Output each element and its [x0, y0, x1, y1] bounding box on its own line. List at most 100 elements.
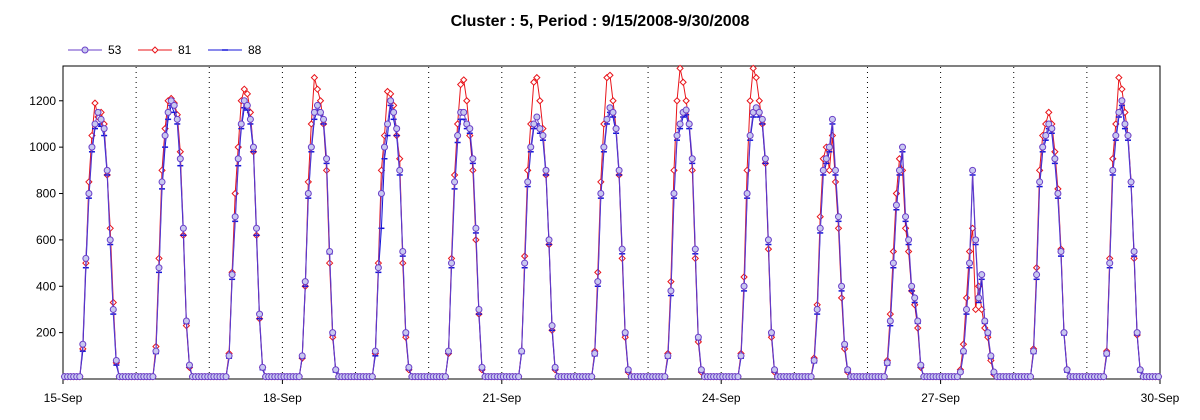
series-53-point	[667, 287, 675, 295]
series-53-point	[396, 166, 404, 174]
series-53-point	[530, 120, 538, 128]
series-53-point	[1033, 271, 1041, 279]
series-81-point	[310, 73, 319, 82]
series-81-point	[752, 73, 760, 82]
series-53-point	[844, 366, 852, 374]
series-53-point	[536, 125, 544, 133]
series-53-point	[478, 363, 486, 371]
series-81-point	[240, 85, 249, 93]
series-53-point	[176, 155, 184, 163]
series-53-point	[91, 120, 99, 128]
series-53-point	[454, 132, 462, 140]
series-81-point	[1118, 85, 1126, 93]
series-53-point	[518, 347, 526, 355]
series-53-point	[329, 329, 337, 337]
series-53-point	[755, 108, 763, 116]
series-81-point	[536, 97, 544, 105]
series-53-point	[112, 356, 120, 364]
series-53-point	[97, 115, 105, 123]
series-53-point	[524, 178, 532, 186]
series-53-point	[594, 278, 602, 286]
series-53-point	[682, 106, 690, 114]
series-53-point	[228, 271, 236, 279]
series-53-point	[838, 282, 846, 290]
series-53-point	[972, 236, 980, 244]
series-53-point	[956, 368, 964, 376]
series-53-point	[767, 329, 775, 337]
series-53-point	[1106, 259, 1114, 267]
series-53-point	[371, 347, 379, 355]
series-53-point	[1115, 108, 1123, 116]
series-53-point	[691, 245, 699, 253]
series-53-point	[475, 305, 483, 313]
series-53-point	[387, 97, 395, 105]
series-53-point	[1026, 373, 1034, 381]
y-tick-label: 400	[36, 279, 56, 293]
series-53-point	[390, 108, 398, 116]
series-53-point	[539, 132, 547, 140]
series-53-point	[1036, 178, 1044, 186]
series-53-point	[313, 101, 321, 109]
series-53-point	[612, 125, 620, 133]
series-81-point	[971, 305, 980, 314]
series-53-point	[231, 213, 239, 221]
legend-label-81: 81	[178, 43, 192, 57]
series-53-point	[740, 282, 748, 290]
series-53-point	[1060, 329, 1068, 337]
series-53-point	[237, 120, 245, 128]
series-81-point	[609, 97, 617, 105]
series-53-point	[609, 108, 617, 116]
series-53-point	[1054, 190, 1062, 198]
series-53-point	[320, 115, 328, 123]
series-53-point	[185, 361, 193, 369]
series-53-point	[688, 155, 696, 163]
series-53-point	[746, 132, 754, 140]
series-53-point	[670, 190, 678, 198]
series-53-point	[307, 143, 315, 151]
series-53-point	[152, 347, 160, 355]
series-53-point	[892, 201, 900, 209]
series-53-point	[1109, 166, 1117, 174]
series-53-point	[810, 356, 818, 364]
series-53-point	[332, 366, 340, 374]
series-53-point	[911, 294, 919, 302]
series-53-point	[966, 259, 974, 267]
series-53-point	[816, 224, 824, 232]
series-53-point	[1133, 329, 1141, 337]
series-53-point	[551, 363, 559, 371]
legend-53-point	[81, 46, 89, 54]
series-53-point	[978, 271, 986, 279]
y-axis: 200 400 600 800 1000 1200	[29, 94, 63, 340]
series-53-point	[179, 224, 187, 232]
x-tick-label: 24-Sep	[702, 391, 741, 405]
series-53-point	[1051, 155, 1059, 163]
series-53-point	[515, 373, 523, 381]
series-53-point	[252, 224, 260, 232]
series-53-point	[591, 349, 599, 357]
series-53-point	[905, 236, 913, 244]
series-81-point	[749, 64, 757, 73]
series-53-point	[1136, 366, 1144, 374]
series-53-point	[825, 143, 833, 151]
series-53-point	[889, 259, 897, 267]
series-53-point	[1121, 120, 1129, 128]
x-tick-label: 21-Sep	[482, 391, 521, 405]
series-53-point	[1103, 349, 1111, 357]
series-53-point	[460, 108, 468, 116]
series-81-point	[386, 90, 395, 98]
series-53-point	[917, 361, 925, 369]
series-53-point	[984, 329, 992, 337]
series-53-point	[841, 340, 849, 348]
series-53	[61, 97, 1162, 381]
series-53-point	[694, 333, 702, 341]
series-53-point	[301, 278, 309, 286]
series-53-point	[249, 143, 257, 151]
series-53-point	[1127, 178, 1135, 186]
series-53-point	[743, 190, 751, 198]
series-81-point	[313, 85, 322, 93]
series-53-point	[813, 305, 821, 313]
series-53-point	[246, 115, 254, 123]
series-53-point	[1130, 247, 1138, 255]
series-53-point	[963, 305, 971, 313]
series-53-point	[472, 224, 480, 232]
